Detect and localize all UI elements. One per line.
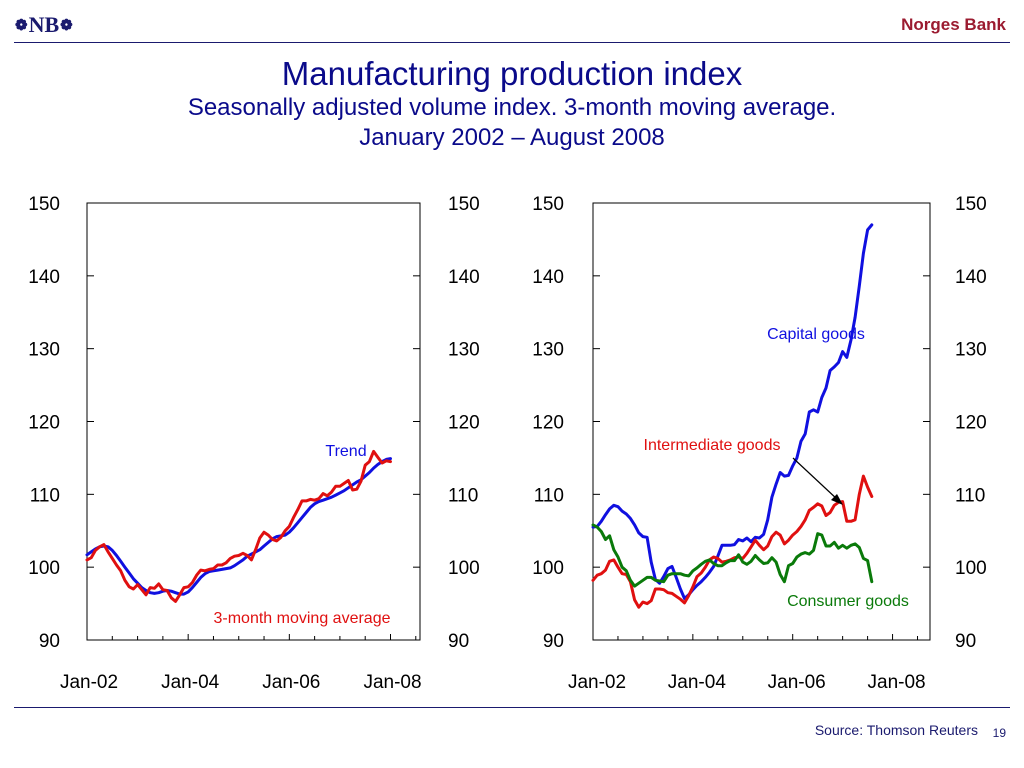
x-tick-label: Jan-06 bbox=[768, 672, 826, 693]
y-tick-label-right: 120 bbox=[448, 413, 480, 434]
y-tick-label-left: 120 bbox=[532, 413, 564, 434]
ornament-icon: ❁ bbox=[15, 17, 28, 34]
y-tick-label-left: 120 bbox=[28, 413, 60, 434]
y-tick-label-left: 90 bbox=[543, 631, 564, 652]
bank-name: Norges Bank bbox=[901, 15, 1006, 34]
logo-text: NB bbox=[28, 12, 60, 37]
y-tick-label-right: 90 bbox=[955, 631, 976, 652]
annotation-arrow-head bbox=[831, 494, 843, 505]
series-line-trend bbox=[85, 457, 392, 596]
annotation-3-month-moving-average: 3-month moving average bbox=[214, 610, 391, 627]
annotation-trend: Trend bbox=[325, 443, 366, 460]
y-tick-label-left: 110 bbox=[534, 485, 564, 506]
y-tick-label-left: 110 bbox=[30, 485, 60, 506]
y-tick-label-right: 90 bbox=[448, 631, 469, 652]
plot-frame-1 bbox=[86, 202, 421, 641]
y-tick-label-right: 130 bbox=[448, 340, 480, 361]
annotation-arrow-line bbox=[792, 457, 839, 501]
series-line-3-month-moving-average bbox=[85, 449, 392, 603]
y-tick-label-left: 130 bbox=[532, 340, 564, 361]
page-period: January 2002 – August 2008 bbox=[359, 124, 665, 151]
page-title: Manufacturing production index bbox=[281, 55, 743, 92]
norges-bank-logo: ❁ NB ❁ bbox=[14, 12, 74, 38]
header-divider bbox=[14, 42, 1010, 43]
y-tick-label-left: 130 bbox=[28, 340, 60, 361]
x-tick-label: Jan-04 bbox=[668, 672, 727, 693]
y-tick-label-left: 100 bbox=[28, 558, 60, 579]
annotation-capital-goods: Capital goods bbox=[767, 326, 865, 343]
y-tick-label-right: 100 bbox=[955, 558, 987, 579]
footer-divider bbox=[14, 707, 1010, 708]
page-number: 19 bbox=[992, 726, 1006, 740]
series-line-intermediate-goods bbox=[591, 474, 874, 609]
x-tick-label: Jan-02 bbox=[60, 672, 118, 693]
page-subtitle: Seasonally adjusted volume index. 3-mont… bbox=[187, 94, 837, 121]
x-tick-label: Jan-08 bbox=[363, 672, 421, 693]
y-tick-label-right: 150 bbox=[448, 194, 480, 215]
series-line-capital-goods bbox=[591, 223, 874, 600]
y-tick-label-left: 90 bbox=[39, 631, 60, 652]
x-tick-label: Jan-04 bbox=[161, 672, 220, 693]
y-tick-label-right: 140 bbox=[955, 267, 987, 288]
x-tick-label: Jan-02 bbox=[568, 672, 626, 693]
ornament-icon: ❁ bbox=[60, 17, 73, 34]
y-tick-label-right: 110 bbox=[448, 485, 478, 506]
y-tick-label-right: 120 bbox=[955, 413, 987, 434]
x-tick-label: Jan-08 bbox=[868, 672, 926, 693]
y-tick-label-left: 140 bbox=[28, 267, 60, 288]
y-tick-label-right: 100 bbox=[448, 558, 480, 579]
y-tick-label-right: 140 bbox=[448, 267, 480, 288]
x-tick-label: Jan-06 bbox=[262, 672, 320, 693]
annotation-consumer-goods: Consumer goods bbox=[787, 593, 909, 610]
series-line-consumer-goods bbox=[591, 523, 874, 588]
y-tick-label-right: 110 bbox=[955, 485, 985, 506]
y-tick-label-left: 150 bbox=[532, 194, 564, 215]
annotation-intermediate-goods: Intermediate goods bbox=[644, 437, 781, 454]
y-tick-label-right: 130 bbox=[955, 340, 987, 361]
title-block: Manufacturing production index Seasonall… bbox=[0, 55, 1024, 153]
y-tick-label-right: 150 bbox=[955, 194, 987, 215]
plot-frame-2 bbox=[592, 202, 931, 641]
source-note: Source: Thomson Reuters bbox=[814, 722, 978, 738]
y-tick-label-left: 150 bbox=[28, 194, 60, 215]
y-tick-label-left: 140 bbox=[532, 267, 564, 288]
y-tick-label-left: 100 bbox=[532, 558, 564, 579]
